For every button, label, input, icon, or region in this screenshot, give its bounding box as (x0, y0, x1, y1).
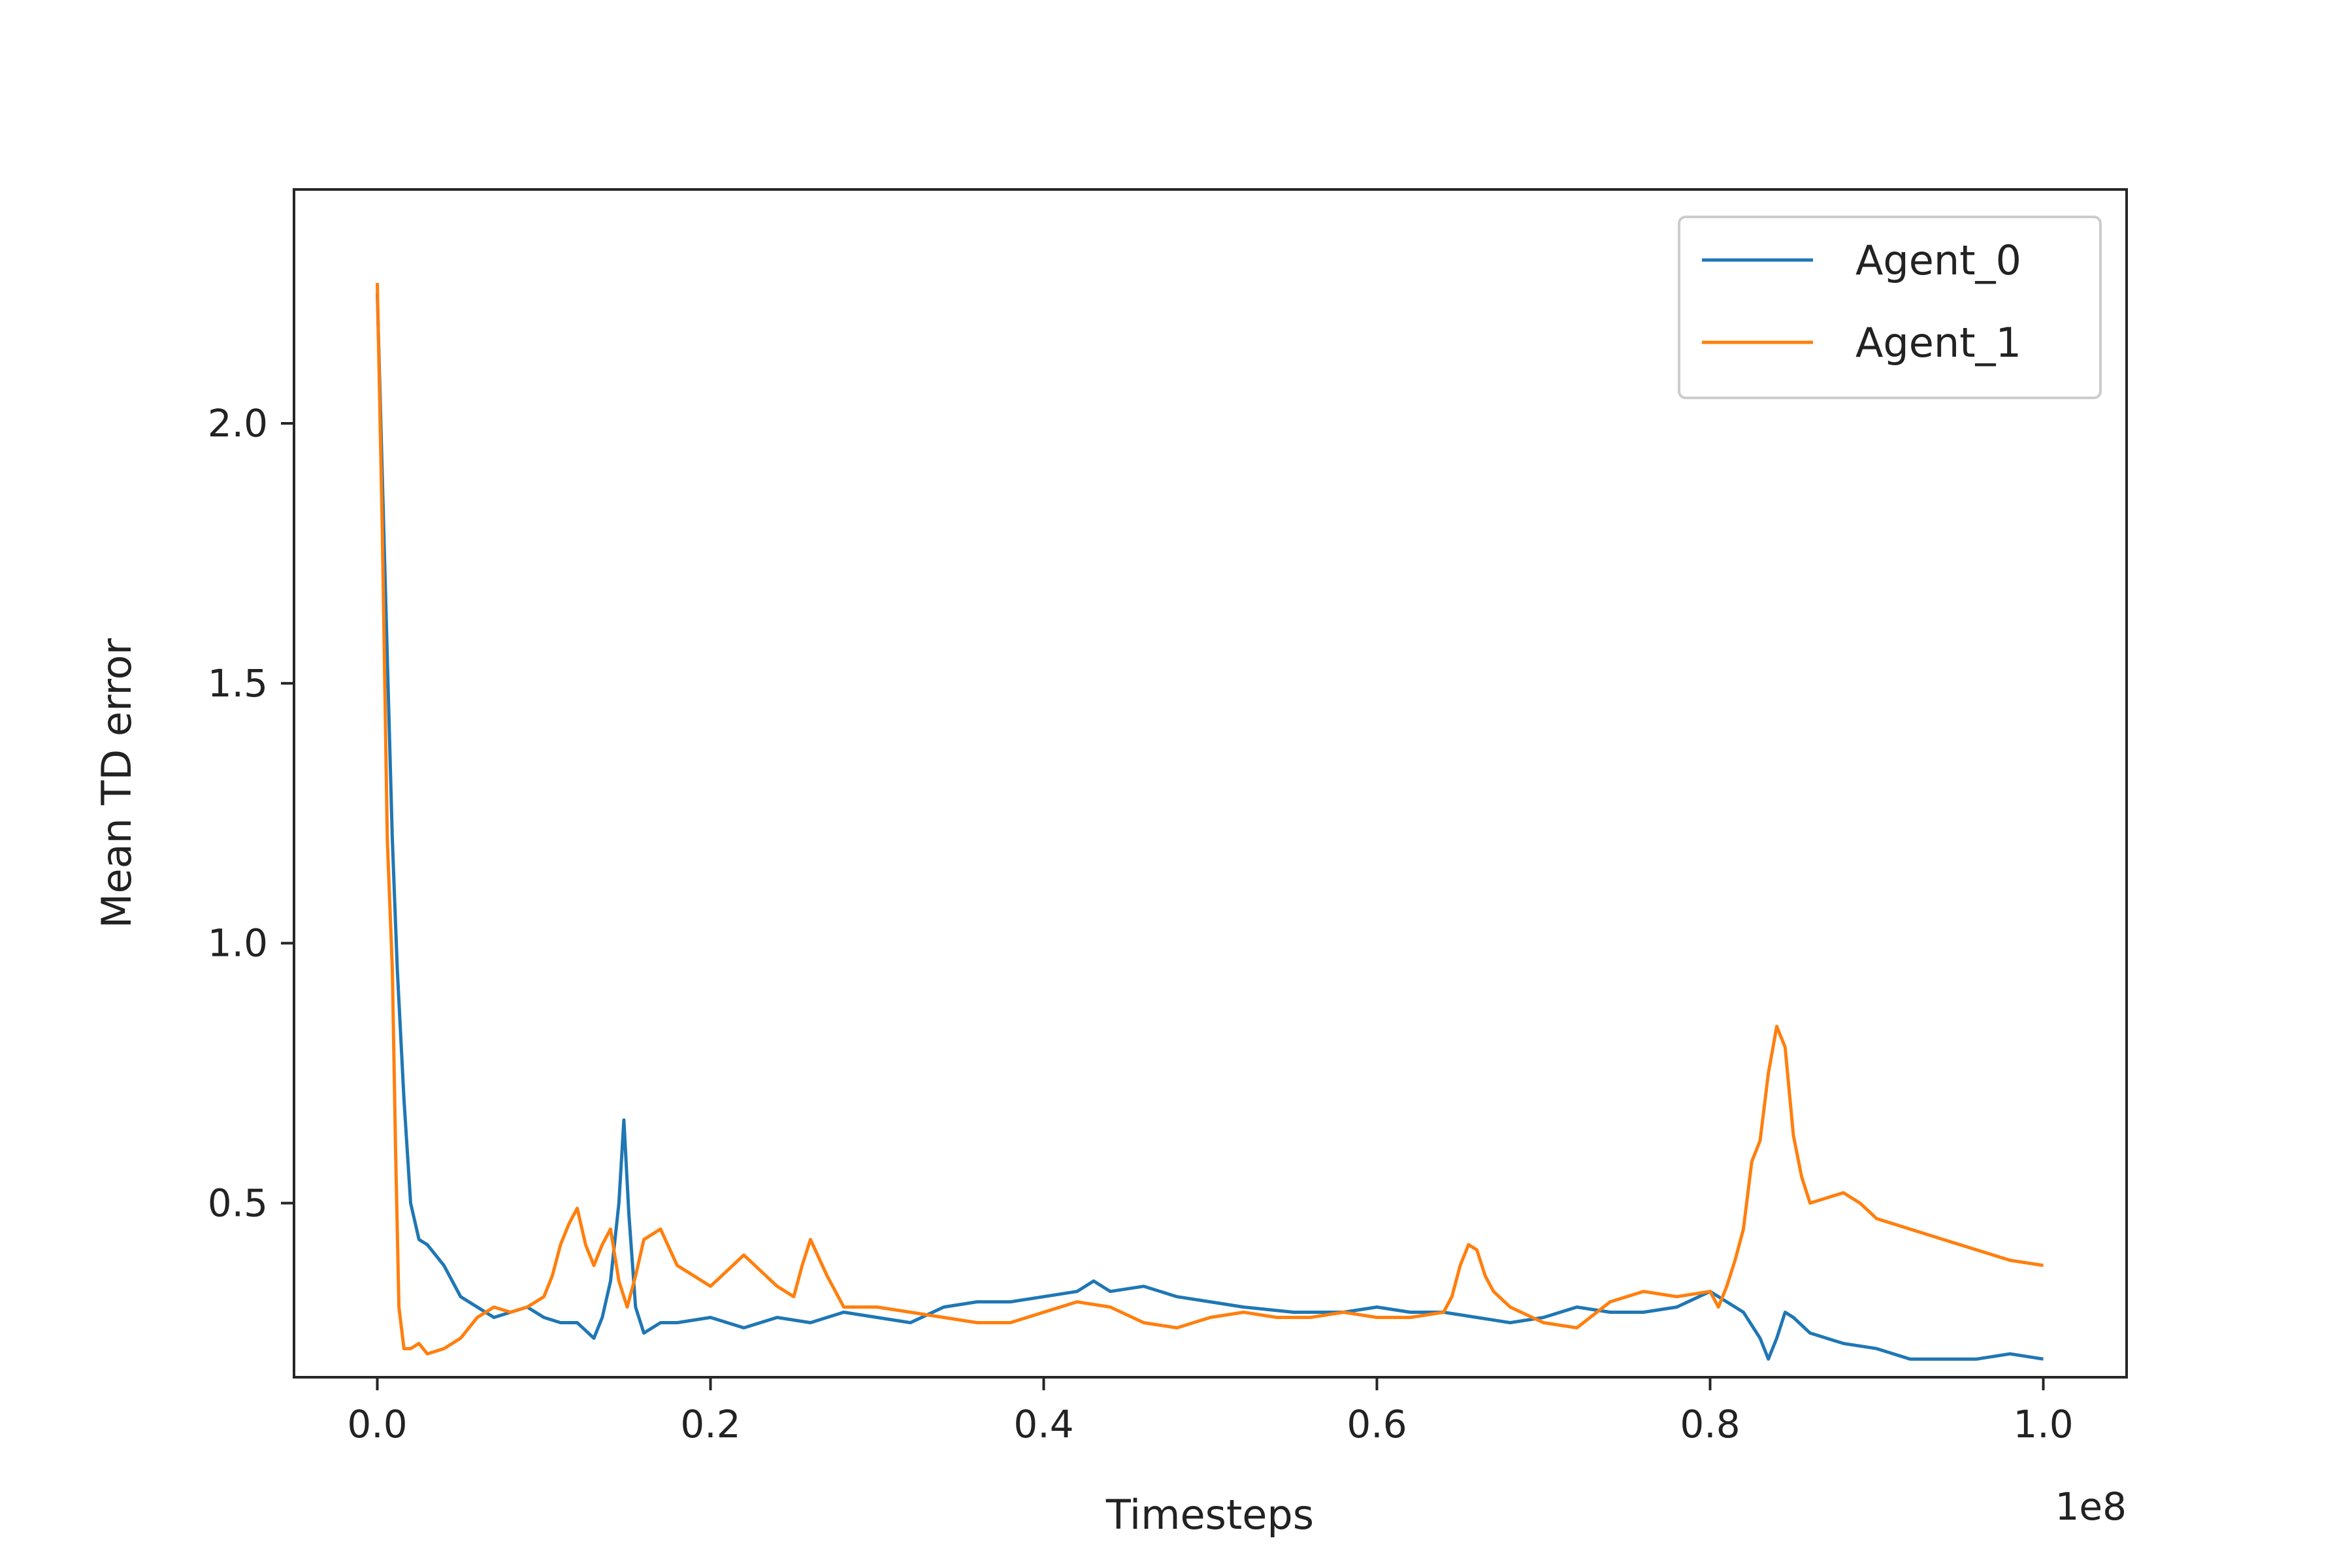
x-axis-offset-text: 1e8 (2055, 1484, 2127, 1529)
y-tick-label: 2.0 (208, 401, 268, 446)
series-line-agent-0 (376, 293, 2044, 1361)
legend: Agent_0 Agent_1 (1678, 216, 2102, 399)
x-tick-label: 0.0 (347, 1402, 407, 1446)
x-tick-label: 0.2 (680, 1402, 740, 1446)
y-axis: 0.5 1.0 1.5 2.0 (208, 401, 294, 1225)
series-group (376, 283, 2044, 1361)
y-tick-label: 0.5 (208, 1181, 268, 1225)
legend-label-agent-1: Agent_1 (1855, 319, 2021, 367)
legend-frame (1678, 216, 2102, 399)
plot-area (293, 188, 2128, 1379)
x-tick-label: 1.0 (2013, 1402, 2073, 1446)
axes-frame (293, 188, 2128, 1379)
x-tick-label: 0.8 (1680, 1402, 1740, 1446)
y-tick-label: 1.0 (208, 921, 268, 966)
y-tick-label: 1.5 (208, 661, 268, 706)
y-axis-label: Mean TD error (93, 638, 140, 928)
x-axis-label: Timesteps (1105, 1491, 1314, 1539)
series-line-agent-1 (376, 283, 2044, 1356)
legend-label-agent-0: Agent_0 (1855, 237, 2021, 284)
x-axis: 0.0 0.2 0.4 0.6 0.8 1.0 (347, 1377, 2074, 1446)
x-tick-label: 0.4 (1013, 1402, 1073, 1446)
x-tick-label: 0.6 (1347, 1402, 1407, 1446)
